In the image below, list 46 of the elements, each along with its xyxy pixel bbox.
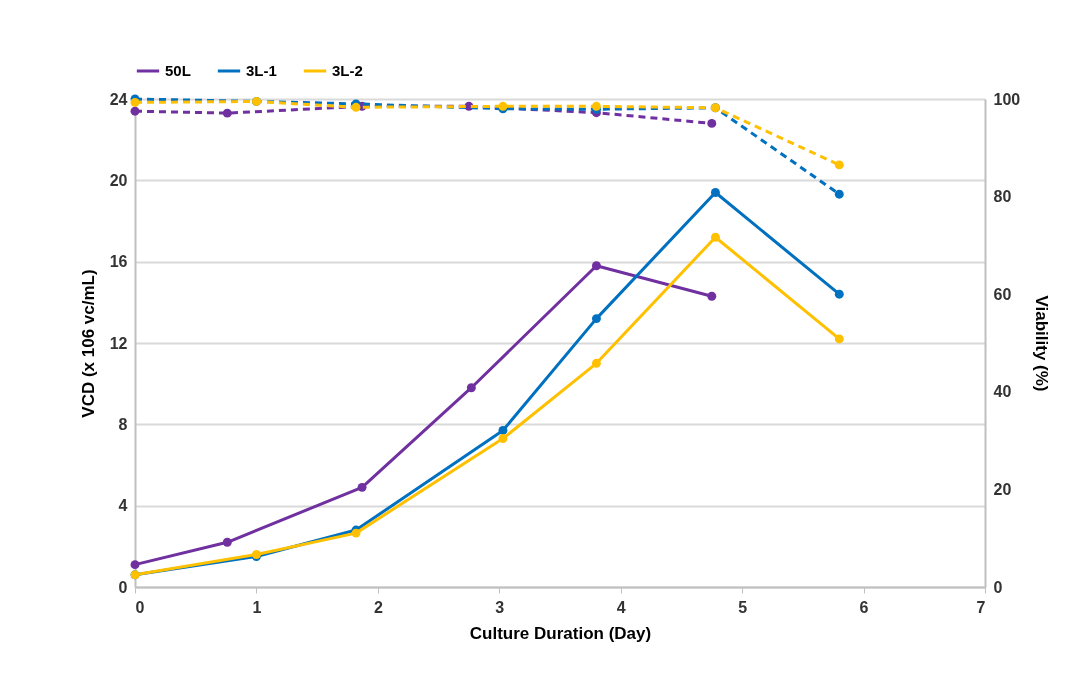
- x-tick-label: 2: [373, 598, 383, 616]
- y-tick-label: 24: [109, 90, 128, 108]
- point: [591, 261, 601, 271]
- point: [834, 334, 844, 344]
- x-axis-title: Culture Duration (Day): [469, 623, 652, 643]
- point: [710, 188, 720, 197]
- y-tick-label: 0: [118, 578, 128, 596]
- y2-tick-label: 100: [993, 90, 1021, 108]
- point: [834, 189, 844, 199]
- x-tick-label: 7: [976, 598, 986, 616]
- legend-label: 50L: [165, 62, 191, 79]
- x-tick-label: 0: [135, 598, 145, 616]
- legend-label: 3L-1: [246, 62, 277, 79]
- point: [834, 160, 844, 170]
- y2-tick-label: 80: [993, 188, 1012, 206]
- x-tick-label: 1: [252, 598, 262, 616]
- point: [591, 314, 601, 324]
- x-tick-label: 6: [859, 598, 869, 616]
- point: [130, 106, 140, 116]
- y2-tick-label: 0: [993, 578, 1003, 596]
- x-tick-label: 3: [495, 598, 505, 616]
- point: [498, 425, 508, 435]
- point: [710, 232, 720, 242]
- y-tick-label: 20: [109, 171, 128, 189]
- point: [707, 291, 717, 301]
- point: [707, 118, 717, 128]
- x-tick-label: 4: [616, 598, 626, 616]
- point: [357, 482, 367, 492]
- y2-axis-title: Viability (%): [1032, 295, 1052, 392]
- legend-label: 3L-2: [332, 62, 363, 79]
- y-tick-label: 8: [118, 415, 128, 433]
- x-tick-label: 5: [738, 598, 748, 616]
- point: [591, 358, 601, 368]
- y2-tick-label: 40: [993, 383, 1012, 401]
- y-tick-label: 12: [109, 334, 128, 352]
- point: [498, 434, 508, 444]
- y-tick-label: 16: [109, 253, 128, 271]
- y2-tick-label: 60: [993, 285, 1012, 303]
- point: [130, 560, 140, 570]
- y2-tick-label: 20: [993, 480, 1012, 498]
- point: [466, 383, 476, 393]
- y-tick-label: 4: [118, 497, 128, 515]
- point: [222, 108, 232, 118]
- point: [222, 537, 232, 547]
- point: [834, 289, 844, 299]
- y-axis-title: VCD (x 106 vc/mL): [78, 269, 98, 418]
